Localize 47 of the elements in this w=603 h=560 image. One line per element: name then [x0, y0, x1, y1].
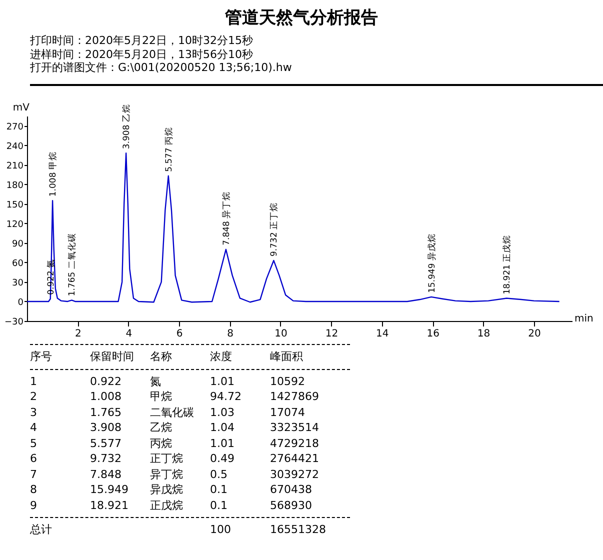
text: 总计 100 16551328 — [30, 522, 327, 538]
x-tick-label: 2 — [75, 328, 82, 340]
x-axis-title: min — [574, 314, 594, 324]
annotation: 9.732 正丁烷 — [268, 202, 280, 256]
text: 序号 保留时间 名称 浓度 峰面积 — [30, 349, 304, 364]
y-axis-title: mV — [12, 102, 30, 114]
annotation: 1.008 甲烷 — [48, 152, 59, 197]
x-tick-label: 14 — [376, 328, 389, 340]
x-tick-label: 18 — [477, 328, 490, 340]
text: 3 1.765 二氧化碳 1.03 17074 — [30, 404, 306, 420]
y-tick-label: 180 — [6, 180, 24, 191]
y-tick-label: 210 — [6, 161, 24, 172]
annotation: 15.949 异戊烷 — [426, 233, 438, 293]
text: 打印时间：2020年5月22日，10时32分15秒 — [30, 34, 254, 48]
text: 5 5.577 丙烷 1.01 4729218 — [30, 436, 320, 451]
text: 6 9.732 正丁烷 0.49 2764421 — [30, 451, 320, 466]
text: 2 1.008 甲烷 94.72 1427869 — [30, 389, 320, 404]
text: 打开的谱图文件：G:\001(20200520 13;56;10).hw — [30, 61, 293, 74]
y-tick-label: 150 — [6, 200, 24, 210]
x-tick-label: 4 — [126, 328, 132, 340]
y-tick-label: 90 — [12, 239, 24, 250]
chart-title: 管道天然气分析报告 — [224, 7, 379, 30]
annotation: 7.848 异丁烷 — [220, 191, 232, 246]
annotation: 0.922 氮 — [45, 258, 56, 295]
text: 1 0.922 氮 1.01 10592 — [30, 374, 306, 389]
text: 9 18.921 正戊烷 0.1 568930 — [30, 498, 313, 513]
annotation: 3.908 乙烷 — [121, 104, 132, 150]
text: 进样时间：2020年5月20日，13时56分10秒 — [30, 48, 254, 61]
annotation: 5.577 丙烷 — [163, 126, 174, 172]
x-tick-label: 10 — [274, 328, 288, 340]
y-tick-label: 240 — [6, 142, 24, 152]
text: 4 3.908 乙烷 1.04 3323514 — [30, 420, 320, 436]
x-tick-label: 16 — [426, 328, 440, 340]
y-tick-label: −30 — [4, 318, 24, 328]
x-tick-label: 20 — [528, 328, 541, 340]
text: 8 15.949 异戊烷 0.1 670438 — [30, 482, 313, 498]
y-tick-label: 120 — [6, 220, 24, 230]
annotation: 1.765 二氧化碳 — [66, 233, 78, 296]
x-tick-label: 12 — [325, 328, 338, 340]
y-tick-label: 60 — [12, 258, 24, 269]
text: 7 7.848 异丁烷 0.5 3039272 — [30, 466, 320, 482]
y-tick-label: 0 — [18, 298, 24, 308]
x-tick-label: 6 — [176, 328, 183, 340]
annotation: 18.921 正戊烷 — [502, 234, 513, 294]
y-tick-label: 270 — [6, 122, 24, 132]
y-tick-label: 30 — [12, 278, 24, 288]
x-tick-label: 8 — [227, 328, 234, 340]
